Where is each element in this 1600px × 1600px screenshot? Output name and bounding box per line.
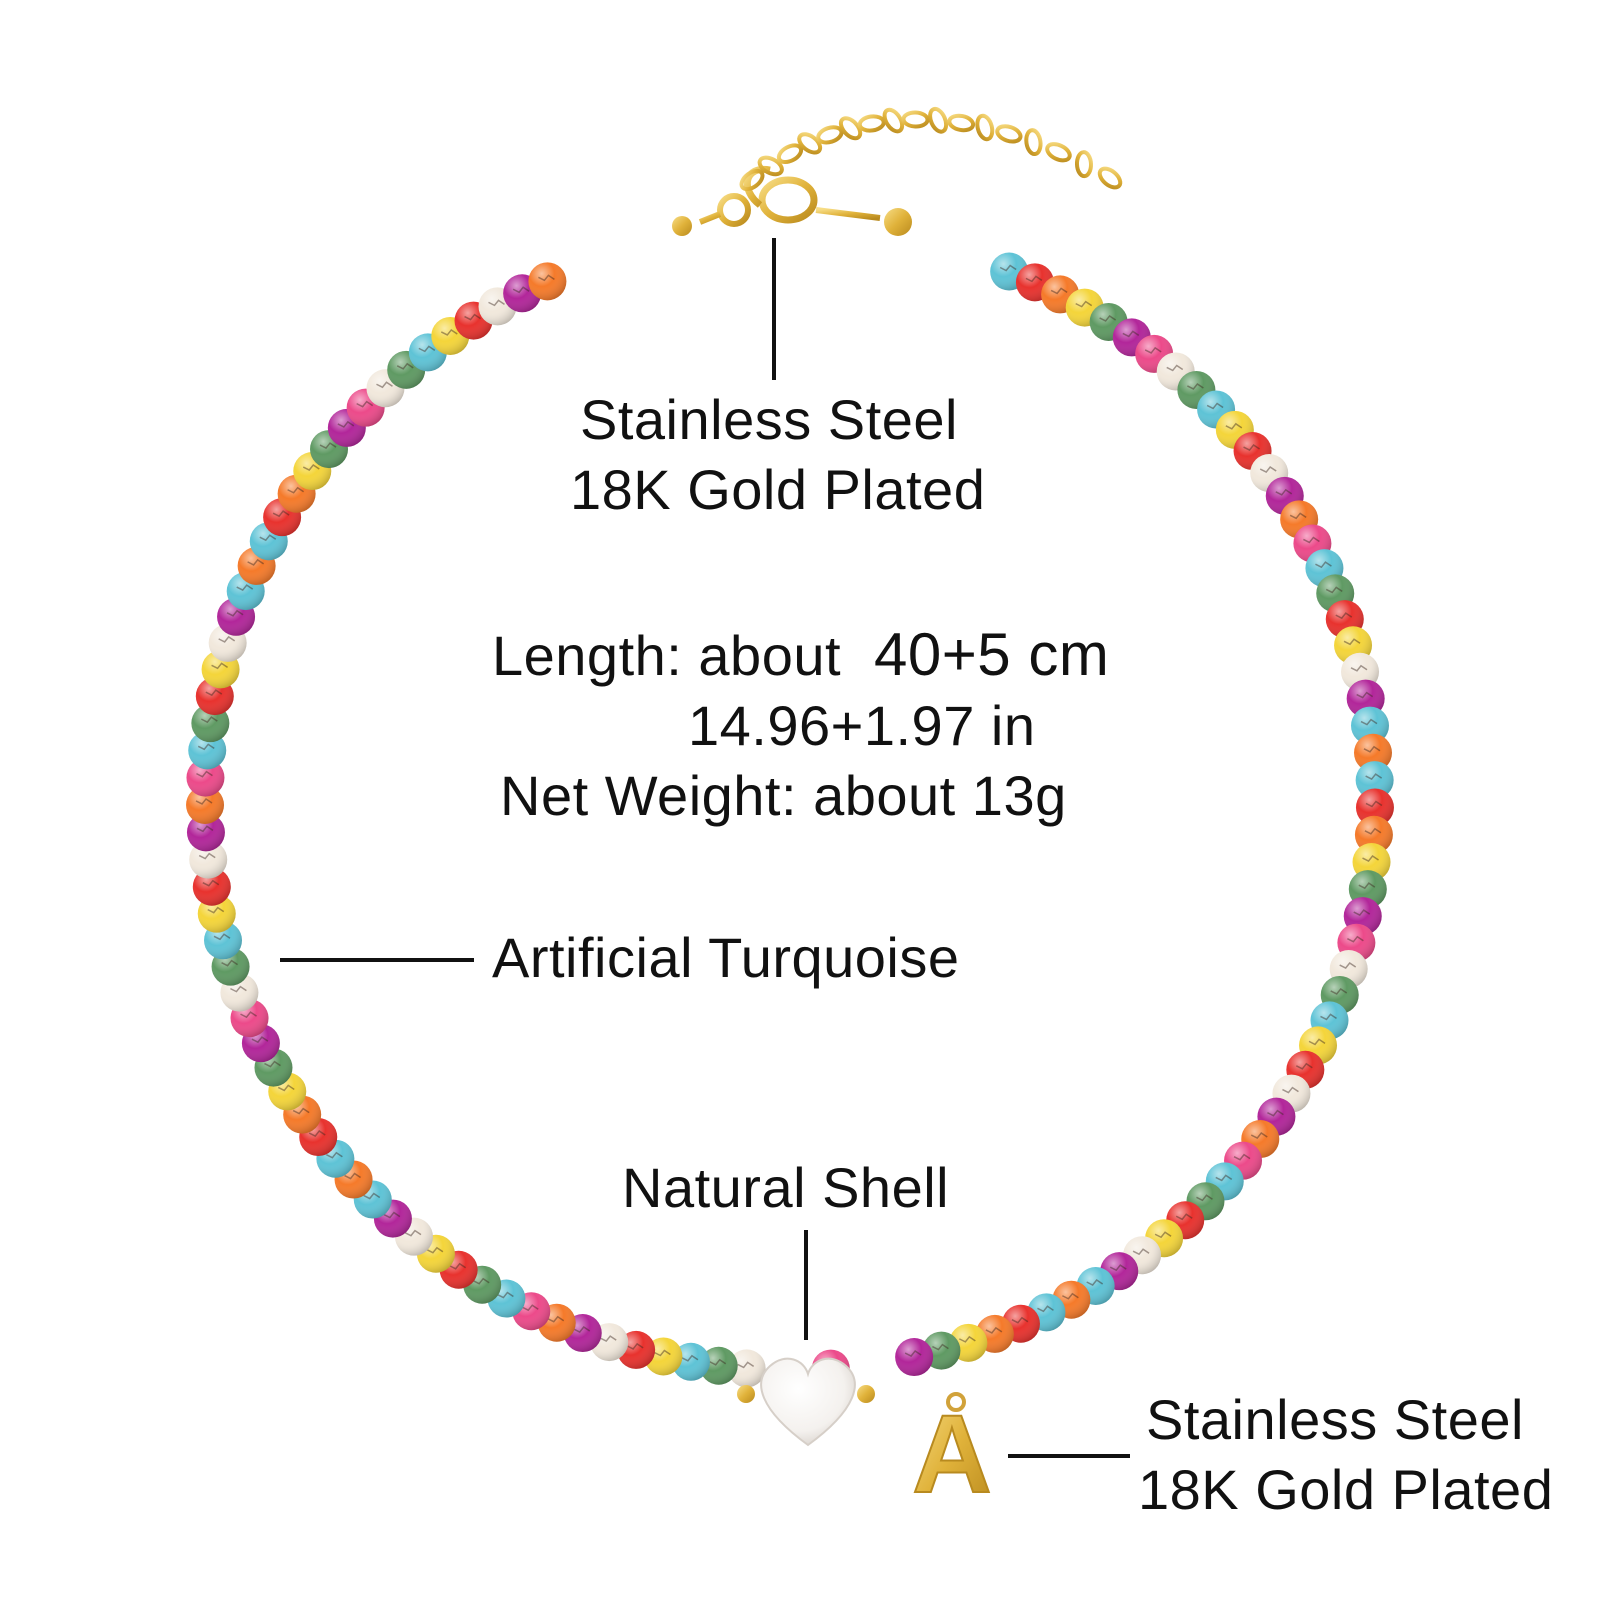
chain-link (901, 110, 930, 129)
chain-link (947, 113, 976, 133)
chain-link (1074, 150, 1094, 179)
charm-material-line1: Stainless Steel (1146, 1388, 1524, 1451)
beads-material: Artificial Turquoise (492, 926, 960, 989)
gold-spacer-bead (857, 1385, 875, 1403)
length-inches: 14.96+1.97 in (688, 694, 1036, 757)
bead-orange (528, 262, 567, 301)
bead-orange (186, 785, 225, 824)
bead-cream (727, 1349, 766, 1388)
heart-shell-charm (760, 1357, 856, 1447)
chain-link (975, 113, 995, 142)
chain-link (928, 106, 949, 134)
bead-pink (186, 758, 225, 797)
gold-end-bead (672, 216, 692, 236)
extender-chain (739, 106, 1123, 192)
chain-link (882, 107, 905, 134)
charm-material-line2: 18K Gold Plated (1138, 1458, 1554, 1521)
letter-charm: A (911, 1392, 993, 1517)
bead-magenta (186, 813, 225, 852)
letter-charm-glyph: A (912, 1393, 991, 1516)
bead-cream (189, 840, 228, 879)
chain-link (739, 168, 765, 192)
clasp-callout-line (772, 238, 776, 380)
length-cm: 40+5 cm (874, 621, 1110, 688)
length-prefix: Length: about (492, 624, 842, 687)
chain-link (1024, 128, 1043, 157)
bead-strand (186, 252, 1394, 1388)
beads-callout-line (280, 958, 474, 962)
chain-link (797, 132, 823, 155)
chain-link (838, 116, 863, 141)
charm-callout-line (1008, 1454, 1130, 1458)
clasp-material-line1: Stainless Steel (580, 388, 958, 451)
bead-turquoise (1355, 761, 1394, 800)
bead-red (1355, 788, 1394, 827)
bead-orange (1353, 733, 1392, 772)
lobster-clasp (672, 165, 912, 236)
gold-spacer-bead (737, 1385, 755, 1403)
chain-link (757, 155, 784, 177)
chain-link (1097, 166, 1123, 190)
chain-link (857, 114, 886, 133)
chain-link (1045, 142, 1072, 163)
chain-link (776, 143, 804, 165)
bead-orange (1354, 815, 1393, 854)
clasp-hardware: A (672, 106, 1123, 1517)
shell-material: Natural Shell (622, 1156, 950, 1219)
gold-end-bead (884, 208, 912, 236)
bead-green (699, 1346, 738, 1385)
chain-link (816, 125, 844, 145)
chain-link (995, 124, 1023, 144)
bead-magenta (895, 1338, 934, 1377)
net-weight: Net Weight: about 13g (500, 764, 1067, 827)
shell-callout-line (804, 1230, 808, 1340)
clasp-material-line2: 18K Gold Plated (570, 458, 986, 521)
